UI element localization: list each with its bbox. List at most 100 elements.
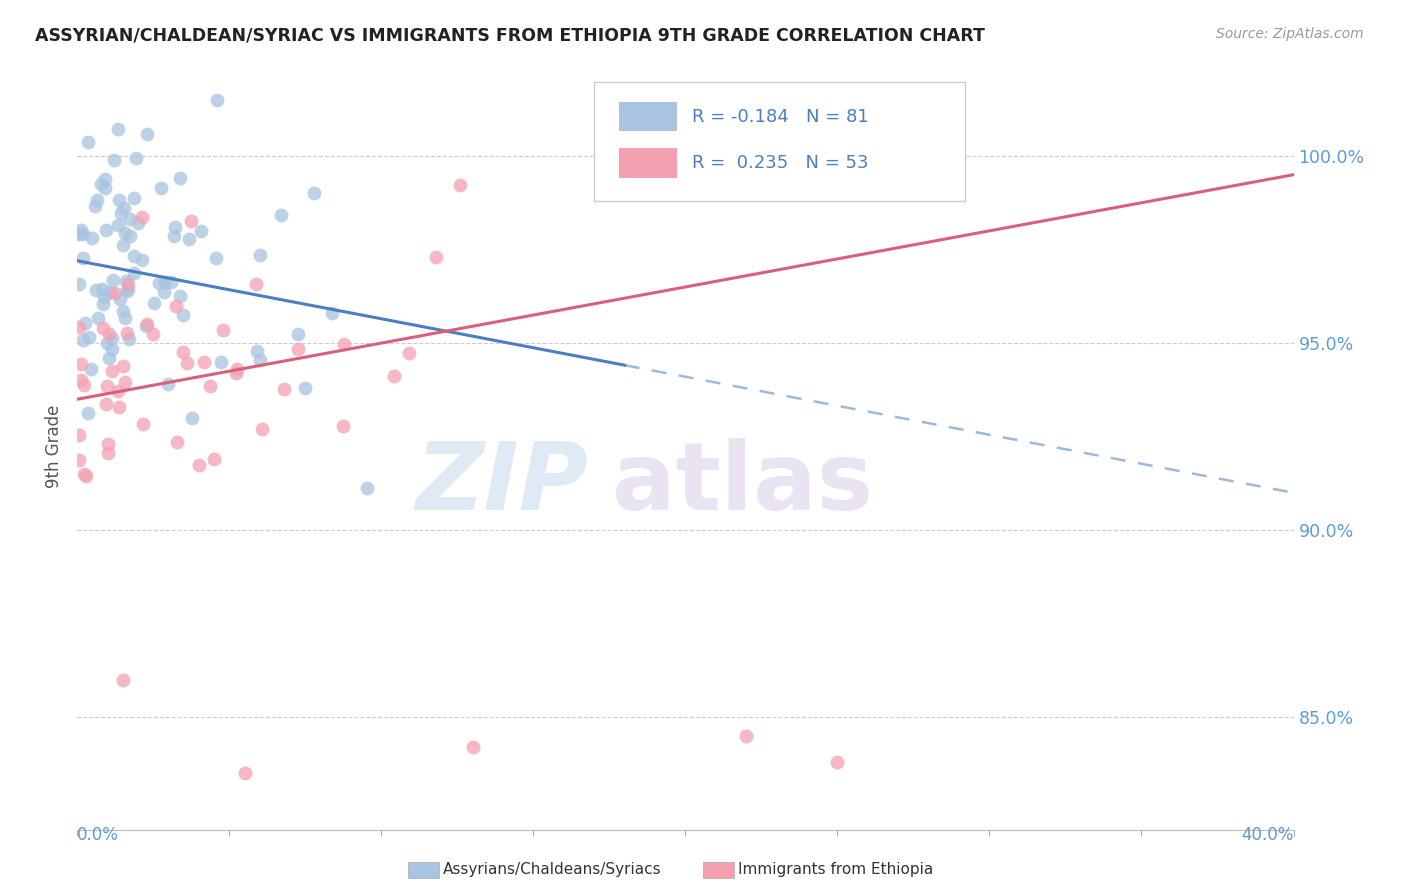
Point <box>98 351 121 365</box>
Point <box>122 266 145 280</box>
Point <box>107 218 129 232</box>
Point <box>84 283 107 297</box>
Point <box>94 222 117 236</box>
Point <box>73 316 96 330</box>
Point <box>103 153 125 167</box>
Point <box>93 321 115 335</box>
Point <box>287 343 309 357</box>
Point <box>165 299 187 313</box>
Point <box>117 332 139 346</box>
Point <box>67 428 90 442</box>
Point <box>287 327 309 342</box>
Point <box>142 295 165 310</box>
Point <box>190 224 212 238</box>
Point <box>115 274 138 288</box>
Point <box>226 362 249 376</box>
Point <box>202 452 225 467</box>
Point <box>67 453 90 467</box>
Point <box>112 238 135 252</box>
Text: Immigrants from Ethiopia: Immigrants from Ethiopia <box>738 863 934 877</box>
Point <box>160 276 183 290</box>
Bar <box>619 148 676 178</box>
Point <box>72 252 94 266</box>
Point <box>82 231 104 245</box>
Point <box>122 249 145 263</box>
Point <box>110 205 132 219</box>
Point <box>193 355 215 369</box>
Point <box>101 364 124 378</box>
Point <box>107 384 129 399</box>
Point <box>204 251 226 265</box>
Point <box>80 361 103 376</box>
Text: ZIP: ZIP <box>415 438 588 531</box>
Point <box>252 422 274 436</box>
Point <box>111 359 134 374</box>
Point <box>120 229 142 244</box>
Point <box>187 458 209 473</box>
Point <box>101 342 124 356</box>
Point <box>90 282 112 296</box>
Point <box>135 319 157 334</box>
Text: 0.0%: 0.0% <box>77 826 120 844</box>
Point <box>449 178 471 192</box>
Point <box>86 193 108 207</box>
Y-axis label: 9th Grade: 9th Grade <box>45 404 63 488</box>
Point <box>136 127 159 141</box>
FancyBboxPatch shape <box>595 81 965 201</box>
Point <box>131 210 153 224</box>
Point <box>172 309 194 323</box>
Point <box>246 344 269 359</box>
Point <box>91 297 114 311</box>
Point <box>100 285 122 299</box>
Point <box>209 355 232 369</box>
Point <box>302 186 325 200</box>
Point <box>97 437 120 451</box>
Text: R = -0.184   N = 81: R = -0.184 N = 81 <box>692 108 869 126</box>
Point <box>398 346 420 360</box>
Point <box>249 353 271 368</box>
Point <box>90 177 112 191</box>
Point <box>461 740 484 755</box>
Point <box>117 277 139 292</box>
Point <box>73 467 96 481</box>
Point <box>104 286 127 301</box>
Point <box>294 381 316 395</box>
Point <box>735 729 758 743</box>
Point <box>111 673 134 687</box>
Point <box>108 193 131 207</box>
Point <box>131 252 153 267</box>
Text: 40.0%: 40.0% <box>1241 826 1294 844</box>
Point <box>382 369 405 384</box>
Point <box>148 277 170 291</box>
Point <box>181 411 204 425</box>
Point <box>249 248 271 262</box>
Point <box>166 435 188 450</box>
Point <box>69 357 91 371</box>
Point <box>177 232 200 246</box>
Point <box>356 481 378 495</box>
Point <box>83 199 105 213</box>
Point <box>114 375 136 389</box>
Point <box>67 319 90 334</box>
Point <box>70 373 93 387</box>
Point <box>93 290 115 304</box>
Point <box>70 223 93 237</box>
Point <box>112 304 135 318</box>
Point <box>115 326 138 340</box>
Point <box>86 311 108 326</box>
Point <box>122 191 145 205</box>
Point <box>135 317 157 331</box>
Point <box>150 181 173 195</box>
Point <box>96 379 118 393</box>
Point <box>425 250 447 264</box>
Point <box>156 376 179 391</box>
Bar <box>619 103 676 131</box>
Point <box>108 401 131 415</box>
Point <box>118 212 141 227</box>
Point <box>169 171 191 186</box>
Point <box>96 446 118 460</box>
Point <box>114 310 136 325</box>
Point <box>77 406 100 420</box>
Point <box>72 227 94 241</box>
Text: R =  0.235   N = 53: R = 0.235 N = 53 <box>692 154 868 172</box>
